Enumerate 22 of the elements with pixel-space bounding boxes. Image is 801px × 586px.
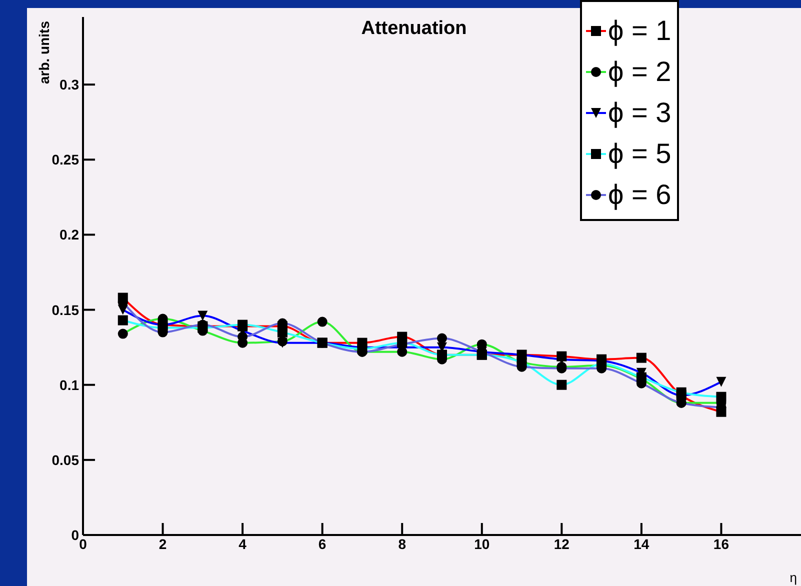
legend-label: ϕ = 6 <box>608 178 672 210</box>
x-tick-label: 16 <box>713 536 730 552</box>
y-tick-label: 0.1 <box>60 376 80 393</box>
x-tick-label: 8 <box>398 536 406 552</box>
chart-title: Attenuation <box>361 18 467 39</box>
legend-label: ϕ = 1 <box>608 14 672 46</box>
x-tick-label: 10 <box>474 536 490 552</box>
x-tick-label: 14 <box>634 536 650 552</box>
legend-label: ϕ = 2 <box>608 56 672 88</box>
y-axis-title: arb. units <box>36 20 52 84</box>
x-tick-label: 6 <box>318 536 326 552</box>
x-axis-title: η <box>790 570 797 585</box>
y-tick-label: 0.25 <box>52 152 80 168</box>
legend-label: ϕ = 3 <box>608 96 672 128</box>
x-tick-label: 2 <box>158 536 167 552</box>
y-tick-label: 0.3 <box>60 76 80 93</box>
y-tick-label: 0.15 <box>52 302 80 318</box>
x-tick-label: 4 <box>238 536 247 552</box>
legend-label: ϕ = 5 <box>608 138 672 170</box>
y-tick-label: 0.05 <box>52 452 80 468</box>
y-tick-label: 0.2 <box>60 226 80 243</box>
x-tick-label: 12 <box>554 536 570 552</box>
